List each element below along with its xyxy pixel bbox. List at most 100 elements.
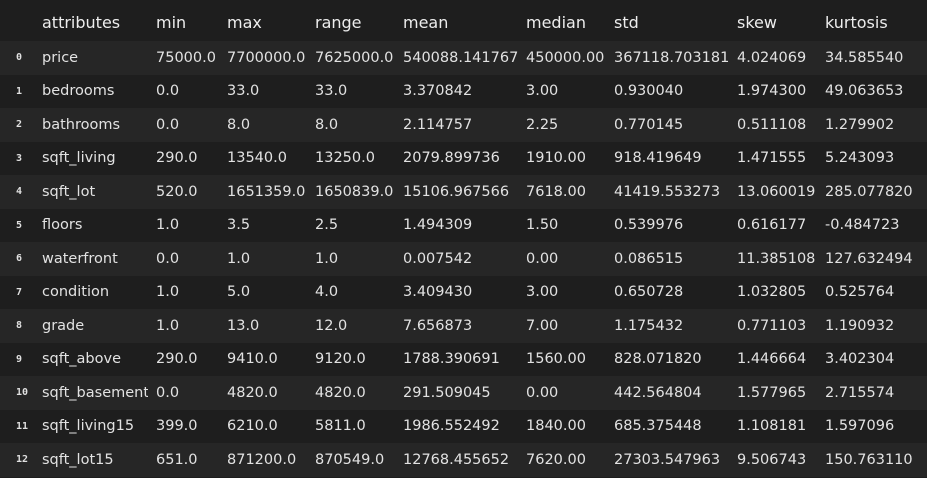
cell-range: 13250.0 bbox=[315, 150, 375, 167]
column-header-kurtosis: kurtosis bbox=[825, 12, 888, 32]
cell-skew: 1.108181 bbox=[737, 418, 807, 435]
cell-range: 33.0 bbox=[315, 83, 348, 100]
cell-kurtosis: 2.715574 bbox=[825, 384, 895, 401]
column-header-range: range bbox=[315, 12, 362, 32]
cell-attributes: price bbox=[42, 49, 79, 66]
column-header-attributes: attributes bbox=[42, 12, 121, 32]
cell-attributes: sqft_living bbox=[42, 150, 116, 167]
cell-attributes: condition bbox=[42, 284, 110, 301]
cell-std: 0.930040 bbox=[614, 83, 684, 100]
cell-max: 1651359.0 bbox=[227, 183, 306, 200]
cell-min: 0.0 bbox=[156, 116, 180, 133]
cell-median: 1.50 bbox=[526, 217, 559, 234]
cell-kurtosis: 5.243093 bbox=[825, 150, 895, 167]
cell-median: 7620.00 bbox=[526, 451, 586, 468]
row-index: 7 bbox=[16, 286, 23, 298]
cell-attributes: bathrooms bbox=[42, 116, 121, 133]
cell-attributes: grade bbox=[42, 317, 85, 334]
cell-kurtosis: -0.484723 bbox=[825, 217, 900, 234]
column-header-median: median bbox=[526, 12, 586, 32]
cell-range: 870549.0 bbox=[315, 451, 385, 468]
cell-mean: 291.509045 bbox=[403, 384, 491, 401]
row-index: 8 bbox=[16, 320, 23, 332]
row-index: 3 bbox=[16, 152, 23, 164]
cell-min: 520.0 bbox=[156, 183, 198, 200]
cell-kurtosis: 1.279902 bbox=[825, 116, 895, 133]
cell-mean: 2079.899736 bbox=[403, 150, 500, 167]
cell-kurtosis: 34.585540 bbox=[825, 49, 904, 66]
cell-kurtosis: 3.402304 bbox=[825, 351, 895, 368]
row-index: 0 bbox=[16, 52, 23, 64]
cell-max: 8.0 bbox=[227, 116, 251, 133]
cell-min: 0.0 bbox=[156, 384, 180, 401]
row-index: 4 bbox=[16, 186, 23, 198]
table-row: 5 floors 1.0 3.5 2.5 1.494309 1.50 0.539976 0.61… bbox=[0, 208, 927, 242]
cell-max: 33.0 bbox=[227, 83, 260, 100]
cell-std: 41419.553273 bbox=[614, 183, 721, 200]
table-row: 10 sqft_basement 0.0 4820.0 4820.0 291.509045… bbox=[0, 376, 927, 410]
row-index: 12 bbox=[16, 454, 29, 466]
cell-max: 13.0 bbox=[227, 317, 260, 334]
column-header-min: min bbox=[156, 12, 187, 32]
cell-std: 828.071820 bbox=[614, 351, 702, 368]
cell-std: 442.564804 bbox=[614, 384, 702, 401]
cell-attributes: floors bbox=[42, 217, 83, 234]
cell-median: 3.00 bbox=[526, 284, 559, 301]
cell-skew: 1.032805 bbox=[737, 284, 807, 301]
cell-range: 4820.0 bbox=[315, 384, 366, 401]
cell-max: 871200.0 bbox=[227, 451, 297, 468]
cell-range: 8.0 bbox=[315, 116, 339, 133]
stats-table: attributes min max range mean median std skew ku… bbox=[0, 3, 927, 477]
cell-median: 0.00 bbox=[526, 384, 559, 401]
cell-mean: 2.114757 bbox=[403, 116, 473, 133]
cell-skew: 1.974300 bbox=[737, 83, 807, 100]
cell-skew: 0.771103 bbox=[737, 317, 807, 334]
cell-min: 75000.0 bbox=[156, 49, 216, 66]
cell-skew: 9.506743 bbox=[737, 451, 807, 468]
cell-std: 0.650728 bbox=[614, 284, 684, 301]
cell-std: 1.175432 bbox=[614, 317, 684, 334]
cell-attributes: bedrooms bbox=[42, 83, 115, 100]
cell-min: 399.0 bbox=[156, 418, 198, 435]
cell-mean: 3.370842 bbox=[403, 83, 473, 100]
cell-median: 7.00 bbox=[526, 317, 559, 334]
table-row: 12 sqft_lot15 651.0 871200.0 870549.0 12768.4… bbox=[0, 443, 927, 477]
cell-std: 0.539976 bbox=[614, 217, 684, 234]
table-body: 0 price 75000.0 7700000.0 7625000.0 540088.14… bbox=[0, 41, 927, 477]
cell-skew: 1.577965 bbox=[737, 384, 807, 401]
column-header-skew: skew bbox=[737, 12, 777, 32]
cell-std: 27303.547963 bbox=[614, 451, 721, 468]
cell-max: 6210.0 bbox=[227, 418, 278, 435]
cell-kurtosis: 0.525764 bbox=[825, 284, 895, 301]
cell-mean: 540088.141767 bbox=[403, 49, 518, 66]
cell-median: 1560.00 bbox=[526, 351, 586, 368]
row-index: 10 bbox=[16, 387, 29, 399]
cell-min: 290.0 bbox=[156, 351, 198, 368]
column-header-mean: mean bbox=[403, 12, 449, 32]
cell-max: 5.0 bbox=[227, 284, 251, 301]
cell-attributes: sqft_lot bbox=[42, 183, 96, 200]
row-index: 2 bbox=[16, 119, 23, 131]
cell-mean: 12768.455652 bbox=[403, 451, 510, 468]
cell-max: 3.5 bbox=[227, 217, 251, 234]
cell-attributes: sqft_living15 bbox=[42, 418, 135, 435]
cell-median: 3.00 bbox=[526, 83, 559, 100]
cell-mean: 1.494309 bbox=[403, 217, 473, 234]
cell-std: 0.086515 bbox=[614, 250, 684, 267]
cell-min: 0.0 bbox=[156, 250, 180, 267]
cell-mean: 15106.967566 bbox=[403, 183, 510, 200]
cell-kurtosis: 1.190932 bbox=[825, 317, 895, 334]
column-header-index bbox=[0, 3, 34, 41]
cell-kurtosis: 150.763110 bbox=[825, 451, 913, 468]
cell-mean: 0.007542 bbox=[403, 250, 473, 267]
table-row: 0 price 75000.0 7700000.0 7625000.0 540088.14… bbox=[0, 41, 927, 75]
table-row: 6 waterfront 0.0 1.0 1.0 0.007542 0.00 0.086515… bbox=[0, 242, 927, 276]
cell-mean: 1788.390691 bbox=[403, 351, 500, 368]
cell-min: 290.0 bbox=[156, 150, 198, 167]
cell-max: 7700000.0 bbox=[227, 49, 306, 66]
row-index: 6 bbox=[16, 253, 23, 265]
cell-mean: 1986.552492 bbox=[403, 418, 500, 435]
cell-attributes: sqft_lot15 bbox=[42, 451, 114, 468]
cell-median: 0.00 bbox=[526, 250, 559, 267]
